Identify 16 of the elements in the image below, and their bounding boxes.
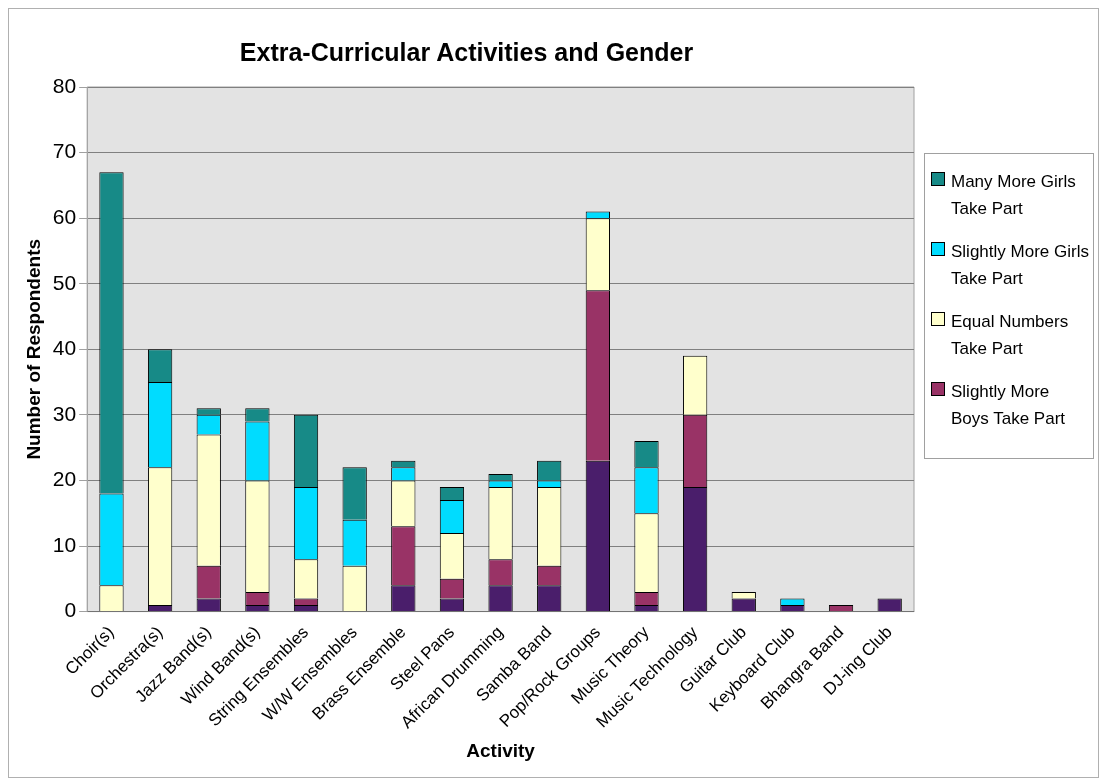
y-tick-label: 70 [52, 139, 77, 163]
legend-label: Equal Numbers Take Part [951, 311, 1070, 360]
y-tick-label: 30 [52, 401, 77, 425]
chart-title: Extra-Curricular Activities and Gender [239, 37, 694, 66]
y-tick-label: 50 [52, 270, 77, 294]
legend-label: Many More Girls Take Part [951, 171, 1077, 220]
y-tick-label: 10 [52, 532, 77, 556]
y-tick-label: 20 [52, 467, 77, 491]
y-tick-label: 0 [64, 598, 77, 622]
y-axis-title: Number of Respondents [22, 238, 44, 460]
legend-label: Slightly More Boys Take Part [951, 381, 1067, 430]
legend-label: Slightly More Girls Take Part [951, 241, 1089, 290]
x-axis-title: Activity [466, 739, 536, 761]
y-tick-label: 40 [52, 336, 77, 360]
y-tick-label: 80 [52, 73, 77, 97]
y-tick-label: 60 [52, 204, 77, 228]
